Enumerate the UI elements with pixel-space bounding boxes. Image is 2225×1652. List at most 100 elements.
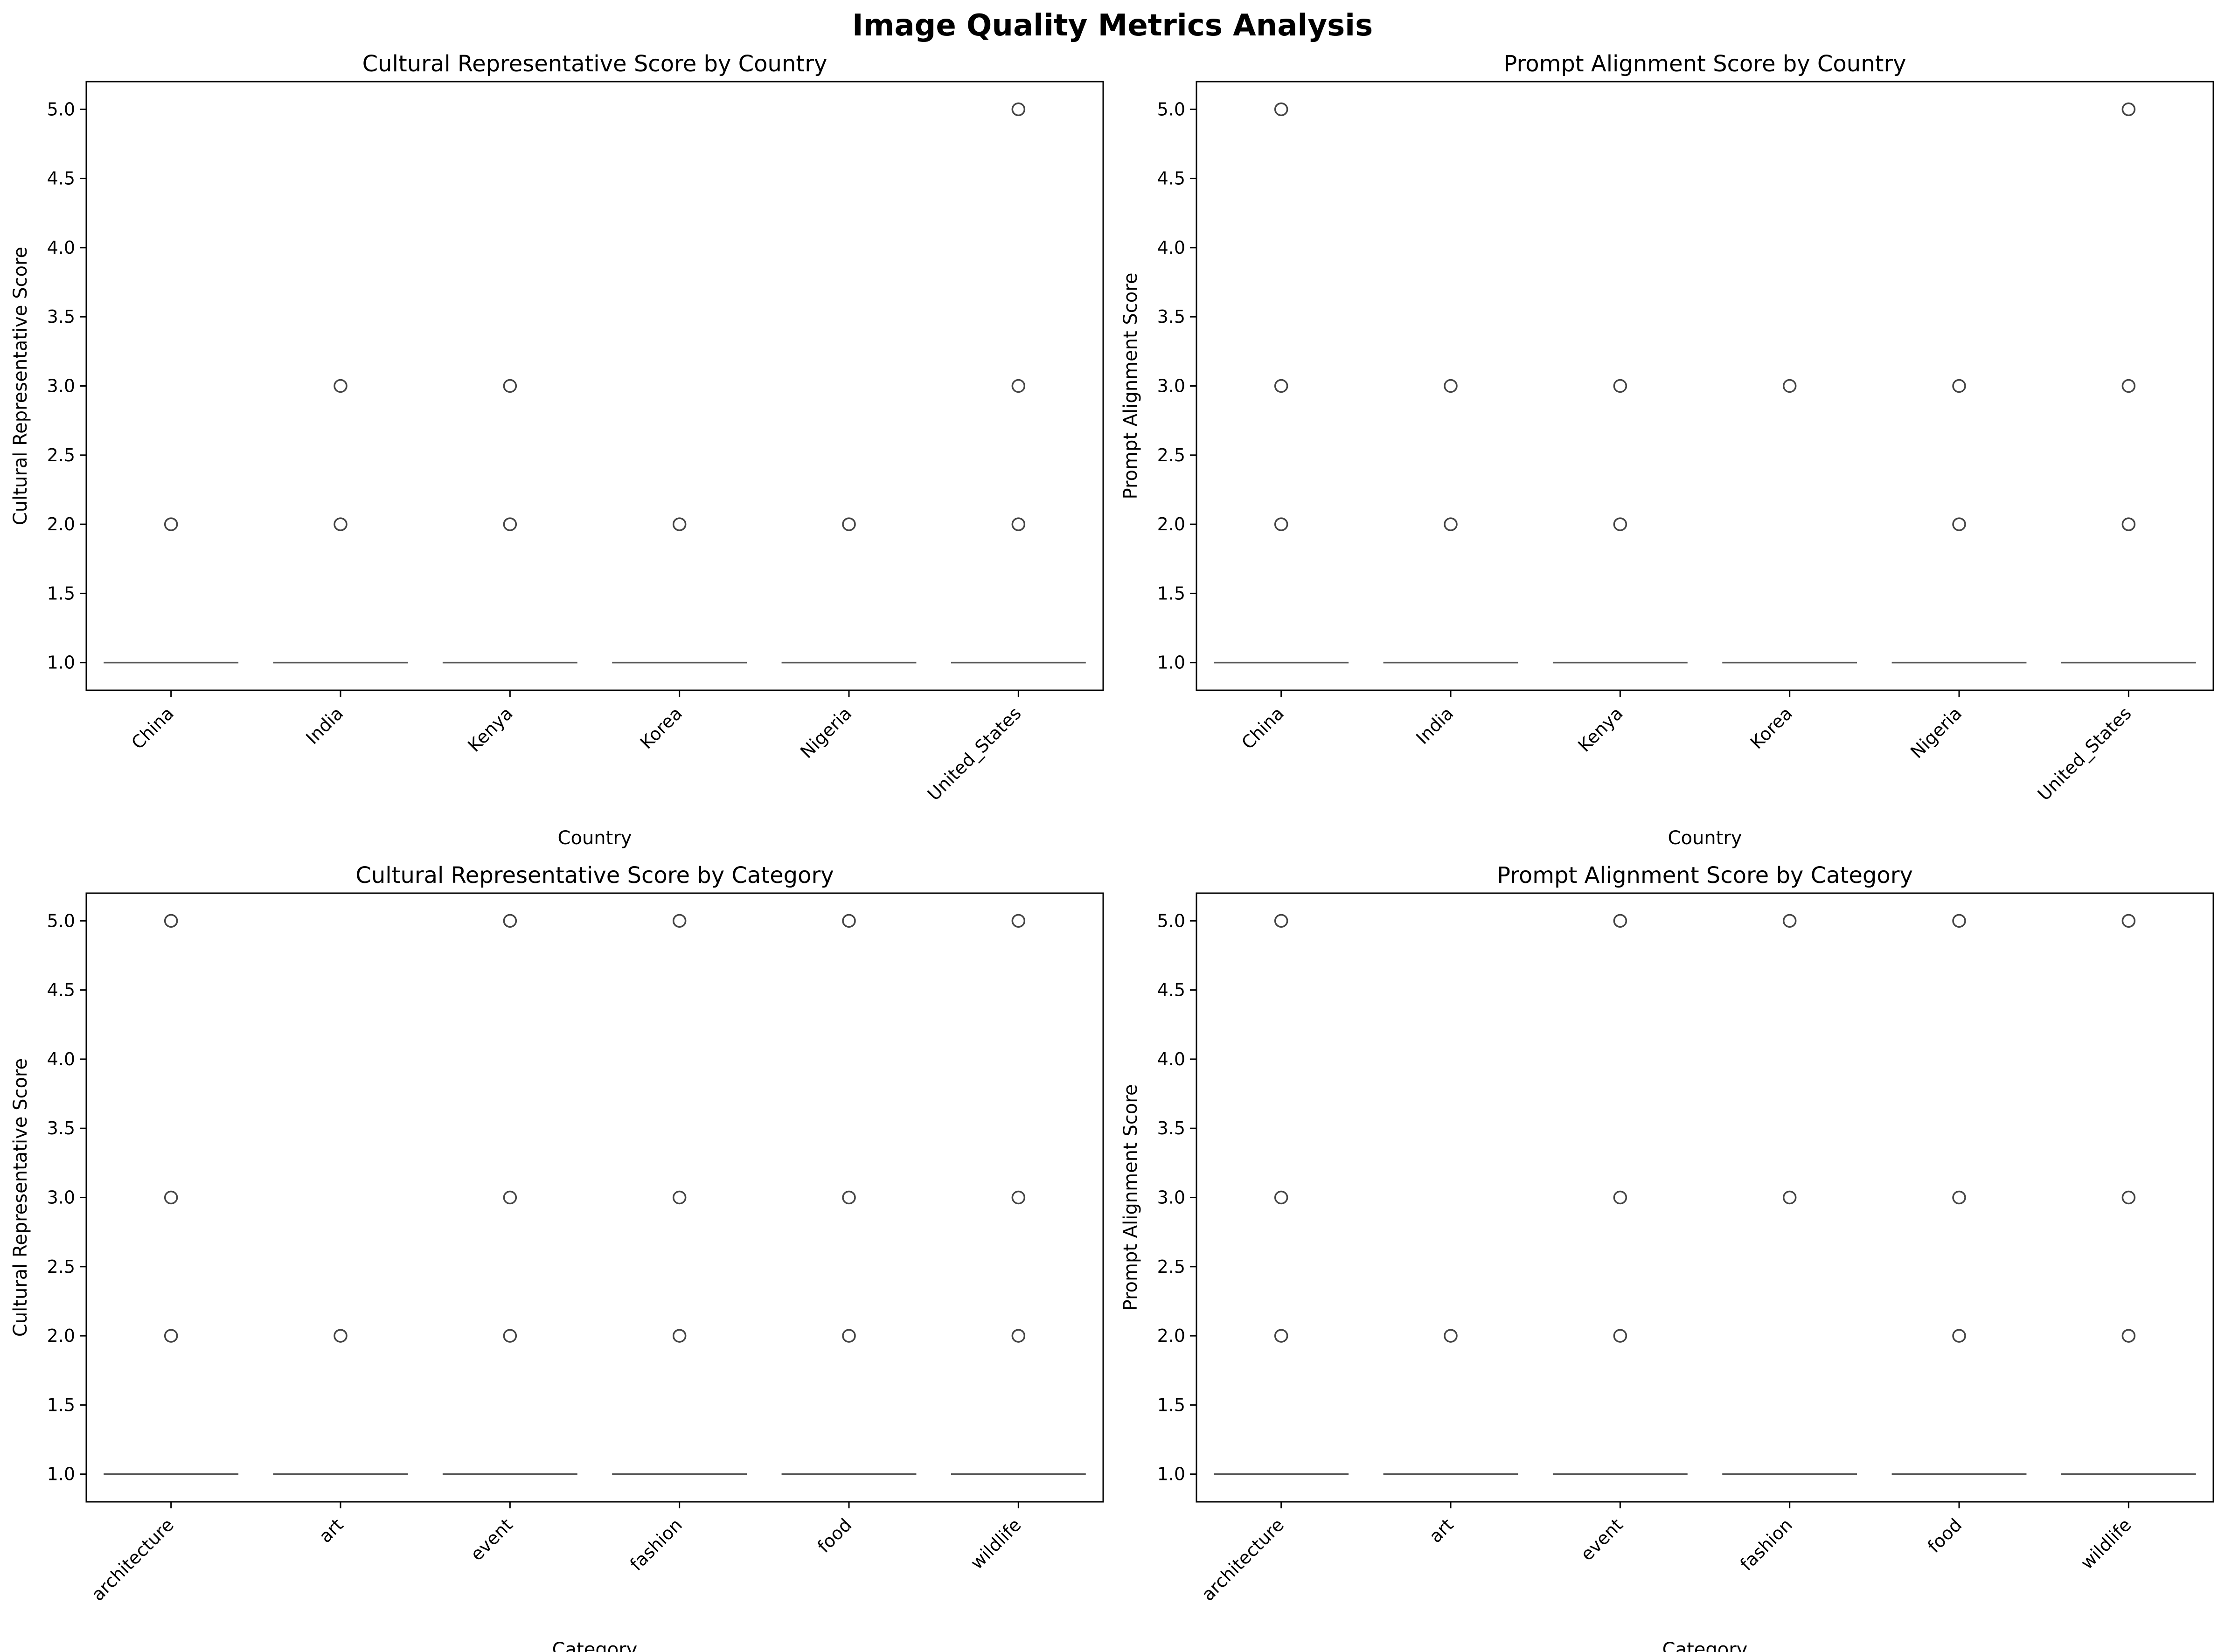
- y-tick-label: 5.0: [1157, 99, 1185, 119]
- outlier-point: [1011, 517, 1026, 531]
- outlier-point: [842, 914, 856, 928]
- outlier-point: [1613, 379, 1627, 393]
- y-axis-label: Cultural Representative Score: [10, 1058, 31, 1337]
- outlier-point: [2121, 379, 2136, 393]
- y-tick-label: 3.0: [47, 1187, 75, 1208]
- outlier-point: [1011, 1329, 1026, 1343]
- y-tick-label: 4.5: [47, 980, 75, 1000]
- outlier-point: [1952, 914, 1966, 928]
- axes-frame: [85, 892, 1104, 1503]
- outlier-point: [1613, 517, 1627, 531]
- y-tick-label: 1.5: [47, 583, 75, 604]
- outlier-point: [1444, 517, 1458, 531]
- outlier-point: [164, 1329, 178, 1343]
- outlier-point: [334, 379, 348, 393]
- y-tick-label: 1.5: [1157, 1395, 1185, 1415]
- y-tick-label: 5.0: [47, 99, 75, 119]
- y-axis-label: Prompt Alignment Score: [1120, 273, 1141, 500]
- outlier-point: [503, 379, 517, 393]
- y-tick-label: 3.0: [1157, 376, 1185, 396]
- outlier-point: [1011, 379, 1026, 393]
- outlier-point: [1613, 1329, 1627, 1343]
- outlier-point: [1613, 914, 1627, 928]
- outlier-point: [1613, 1190, 1627, 1205]
- y-tick-label: 4.5: [1157, 980, 1185, 1000]
- axes-frame: [85, 81, 1104, 691]
- outlier-point: [164, 914, 178, 928]
- x-axis-label: Country: [1668, 827, 1742, 849]
- axes-frame: [1196, 892, 2214, 1503]
- y-tick-label: 1.0: [47, 652, 75, 673]
- outlier-point: [842, 517, 856, 531]
- y-tick-label: 2.5: [1157, 1256, 1185, 1277]
- outlier-point: [672, 1190, 687, 1205]
- outlier-point: [1952, 517, 1966, 531]
- y-tick-label: 3.0: [47, 376, 75, 396]
- outlier-point: [672, 517, 687, 531]
- outlier-point: [1274, 914, 1288, 928]
- axes-frame: [1196, 81, 2214, 691]
- outlier-point: [1952, 379, 1966, 393]
- outlier-point: [1952, 1190, 1966, 1205]
- figure-title: Image Quality Metrics Analysis: [852, 8, 1373, 43]
- y-axis-label: Cultural Representative Score: [10, 247, 31, 525]
- outlier-point: [334, 517, 348, 531]
- outlier-point: [1274, 379, 1288, 393]
- subplot-title: Prompt Alignment Score by Country: [1503, 51, 1906, 77]
- y-tick-label: 3.5: [1157, 1118, 1185, 1138]
- x-axis-label: Country: [558, 827, 632, 849]
- outlier-point: [164, 517, 178, 531]
- x-axis-label: Category: [1662, 1639, 1748, 1652]
- outlier-point: [2121, 517, 2136, 531]
- y-tick-label: 3.5: [47, 306, 75, 327]
- y-tick-label: 2.0: [1157, 1326, 1185, 1346]
- y-tick-label: 1.0: [47, 1464, 75, 1485]
- y-tick-label: 4.5: [1157, 168, 1185, 189]
- outlier-point: [1274, 1329, 1288, 1343]
- y-tick-label: 4.0: [47, 237, 75, 258]
- outlier-point: [2121, 102, 2136, 117]
- y-axis-label: Prompt Alignment Score: [1120, 1084, 1141, 1311]
- outlier-point: [164, 1190, 178, 1205]
- y-tick-label: 3.5: [47, 1118, 75, 1138]
- outlier-point: [2121, 1190, 2136, 1205]
- y-tick-label: 1.0: [1157, 1464, 1185, 1485]
- y-tick-label: 2.0: [1157, 514, 1185, 534]
- outlier-point: [1274, 102, 1288, 117]
- outlier-point: [503, 1190, 517, 1205]
- outlier-point: [842, 1329, 856, 1343]
- outlier-point: [2121, 1329, 2136, 1343]
- outlier-point: [1274, 517, 1288, 531]
- y-tick-label: 4.0: [47, 1049, 75, 1069]
- outlier-point: [1011, 1190, 1026, 1205]
- outlier-point: [1952, 1329, 1966, 1343]
- y-tick-label: 2.0: [47, 1326, 75, 1346]
- subplot-title: Prompt Alignment Score by Category: [1497, 862, 1913, 888]
- y-tick-label: 3.0: [1157, 1187, 1185, 1208]
- y-tick-label: 5.0: [47, 910, 75, 931]
- outlier-point: [1782, 914, 1797, 928]
- outlier-point: [1011, 102, 1026, 117]
- y-tick-label: 4.5: [47, 168, 75, 189]
- outlier-point: [1782, 1190, 1797, 1205]
- y-tick-label: 4.0: [1157, 1049, 1185, 1069]
- outlier-point: [503, 914, 517, 928]
- y-tick-label: 3.5: [1157, 306, 1185, 327]
- y-tick-label: 2.5: [47, 1256, 75, 1277]
- x-axis-label: Category: [552, 1639, 638, 1652]
- y-tick-label: 2.0: [47, 514, 75, 534]
- outlier-point: [672, 1329, 687, 1343]
- y-tick-label: 1.5: [47, 1395, 75, 1415]
- outlier-point: [1444, 379, 1458, 393]
- y-tick-label: 1.5: [1157, 583, 1185, 604]
- y-tick-label: 1.0: [1157, 652, 1185, 673]
- outlier-point: [1444, 1329, 1458, 1343]
- y-tick-label: 5.0: [1157, 910, 1185, 931]
- outlier-point: [1274, 1190, 1288, 1205]
- outlier-point: [503, 1329, 517, 1343]
- y-tick-label: 2.5: [47, 445, 75, 465]
- outlier-point: [1011, 914, 1026, 928]
- y-tick-label: 2.5: [1157, 445, 1185, 465]
